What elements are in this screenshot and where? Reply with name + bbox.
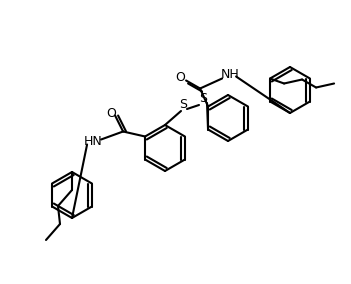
Text: O: O — [175, 71, 185, 84]
Text: NH: NH — [221, 68, 239, 81]
Text: HN: HN — [84, 135, 102, 148]
Text: S: S — [199, 91, 207, 105]
Text: O: O — [106, 107, 116, 120]
Text: S: S — [179, 97, 187, 110]
